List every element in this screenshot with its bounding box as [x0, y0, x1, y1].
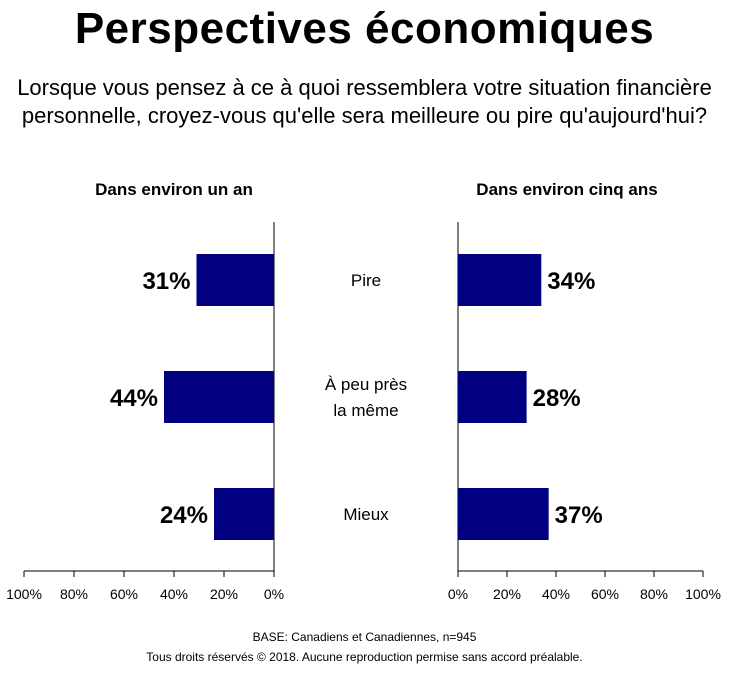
left-x-tick-label: 80%: [60, 586, 88, 602]
left-x-tick-label: 0%: [264, 586, 284, 602]
subtitle-line-2: personnelle, croyez-vous qu'elle sera me…: [21, 103, 708, 128]
right-x-tick-label: 100%: [685, 586, 721, 602]
chart-subtitle: Lorsque vous pensez à ce à quoi ressembl…: [10, 74, 719, 130]
subtitle-line-1: Lorsque vous pensez à ce à quoi ressembl…: [17, 75, 712, 100]
right-x-tick-label: 80%: [640, 586, 668, 602]
category-label-2: la même: [333, 401, 398, 420]
right-data-label-1: 34%: [547, 268, 595, 295]
right-bar-3: [458, 488, 549, 540]
right-bar-1: [458, 254, 542, 306]
category-label-3: Mieux: [343, 505, 389, 524]
right-panel-title: Dans environ cinq ans: [476, 180, 658, 199]
right-bar-2: [458, 371, 527, 423]
category-label-1: Pire: [351, 271, 381, 290]
footer-rights: Tous droits réservés © 2018. Aucune repr…: [146, 650, 583, 664]
left-bar-2: [164, 371, 274, 423]
right-x-tick-label: 20%: [493, 586, 521, 602]
left-x-tick-label: 100%: [6, 586, 42, 602]
right-data-label-2: 28%: [533, 385, 581, 412]
left-x-tick-label: 40%: [160, 586, 188, 602]
right-x-tick-label: 40%: [542, 586, 570, 602]
left-data-label-1: 31%: [142, 268, 190, 295]
right-x-tick-label: 0%: [448, 586, 468, 602]
left-x-tick-label: 20%: [210, 586, 238, 602]
left-panel-title: Dans environ un an: [95, 180, 253, 199]
right-x-tick-label: 60%: [591, 586, 619, 602]
page-title: Perspectives économiques: [74, 4, 655, 53]
right-data-label-3: 37%: [555, 502, 603, 529]
footer-base: BASE: Canadiens et Canadiennes, n=945: [252, 630, 477, 644]
left-bar-3: [214, 488, 274, 540]
category-label-2: À peu près: [325, 375, 407, 394]
left-bar-1: [196, 254, 274, 306]
left-x-tick-label: 60%: [110, 586, 138, 602]
left-data-label-3: 24%: [160, 502, 208, 529]
left-data-label-2: 44%: [110, 385, 158, 412]
